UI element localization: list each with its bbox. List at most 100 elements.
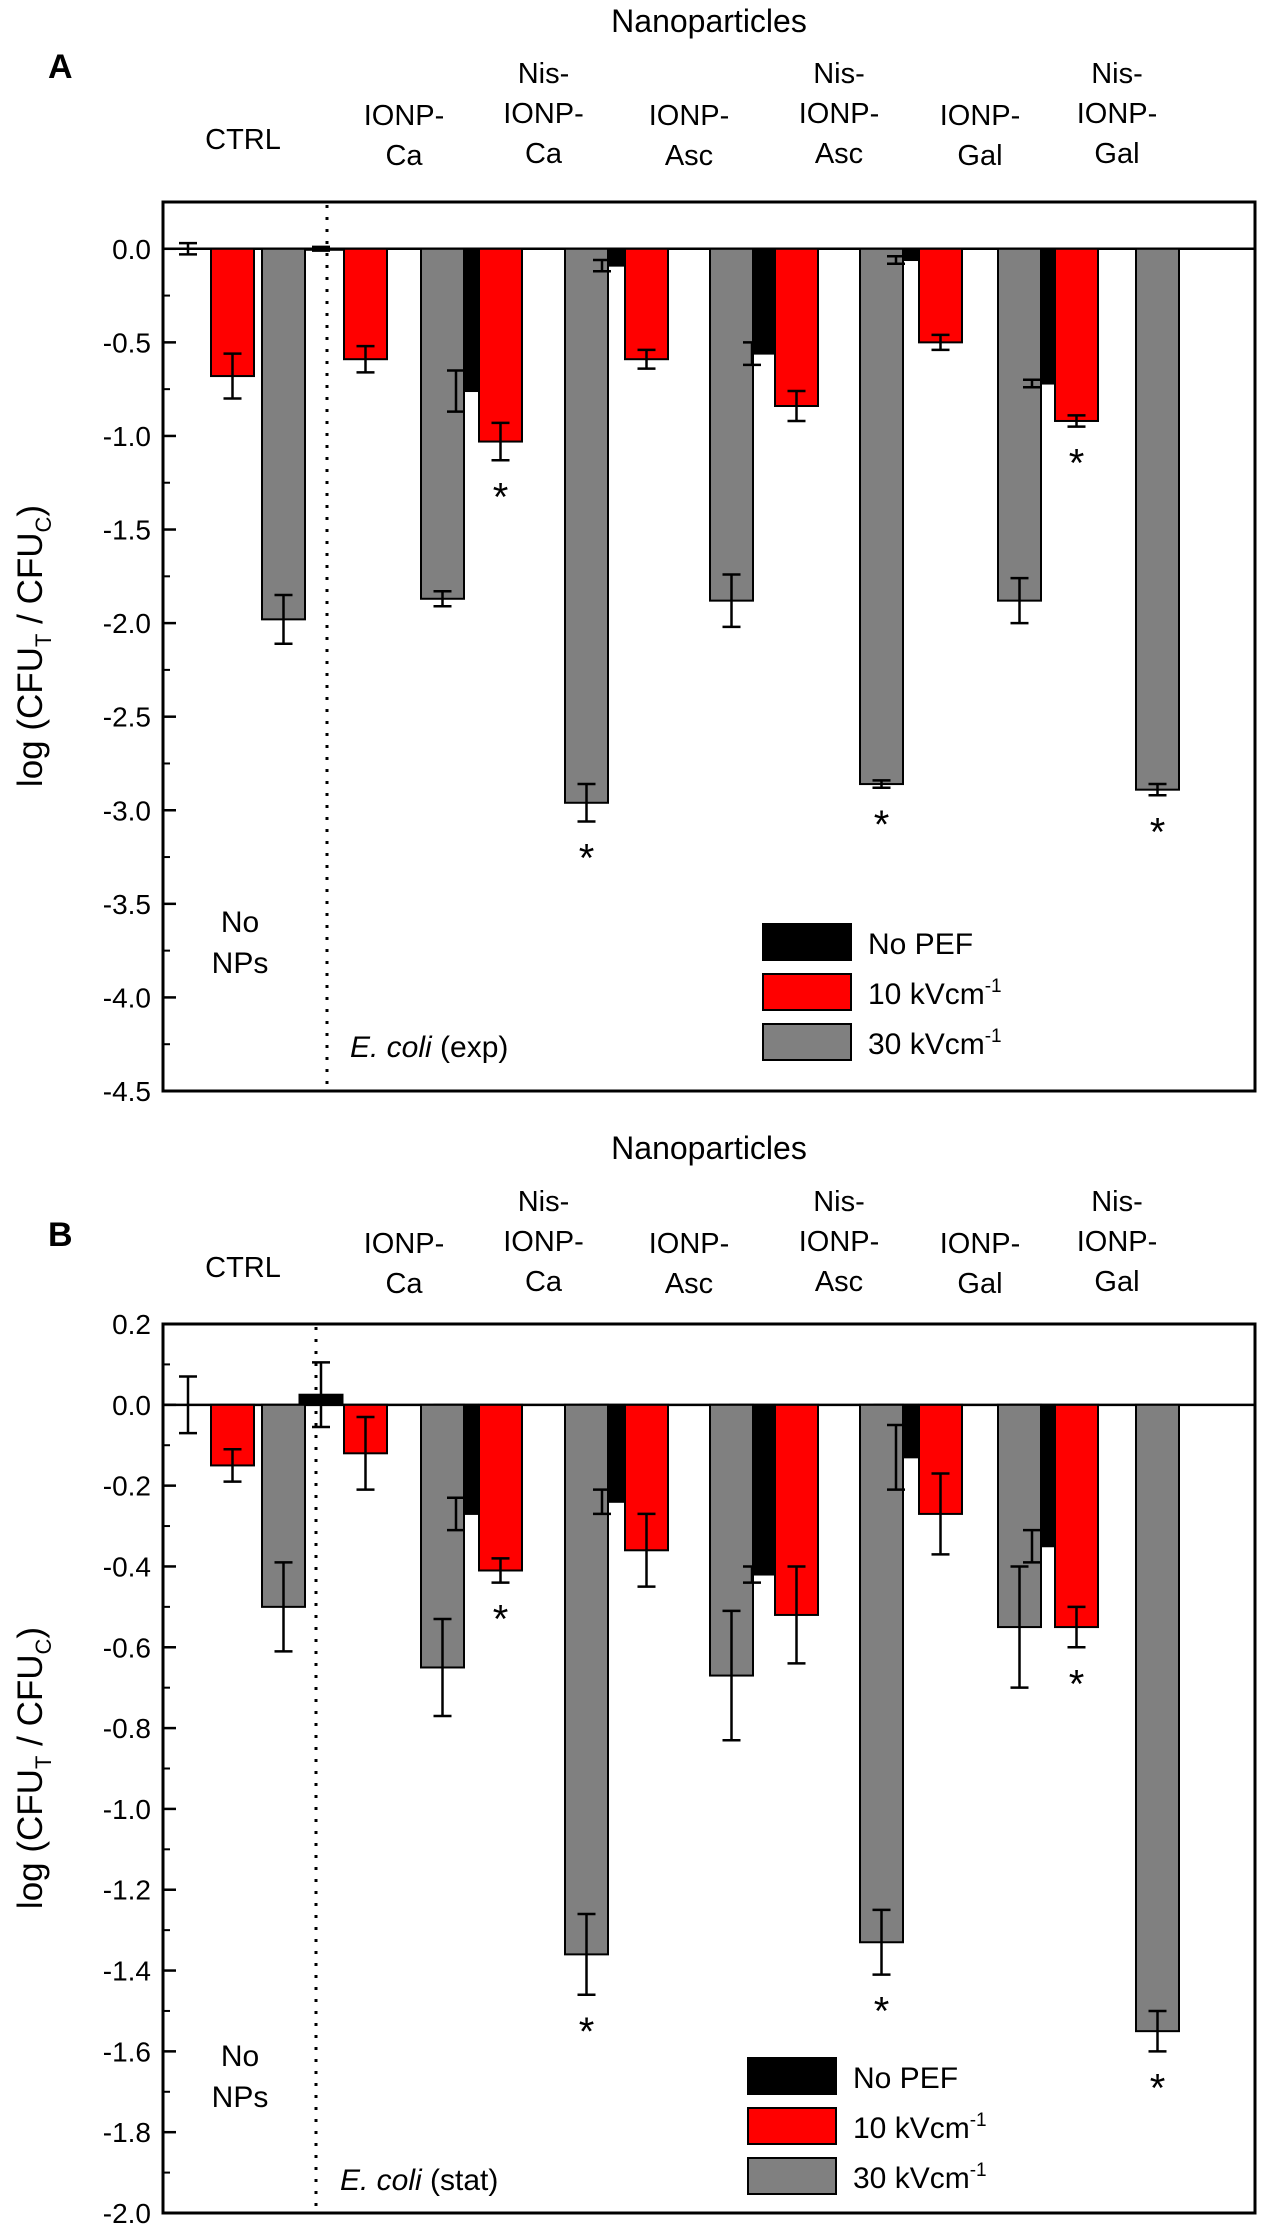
panel-a-bar-10kv	[1054, 247, 1099, 422]
panel-b-ytick-label: -0.2	[103, 1471, 151, 1502]
panel-b-category-label: IONP-	[940, 1228, 1021, 1260]
panel-a-category-label: Gal	[1094, 138, 1139, 170]
panel-a-category-label: Nis-	[1091, 58, 1143, 90]
panel-b-bar-30kv	[1135, 1403, 1180, 2033]
panel-a-ytick-label: 0.0	[112, 234, 151, 265]
legend-swatch-30kv	[747, 2157, 837, 2195]
panel-b-y-axis: 0.2 0.0 -0.2 -0.4 -0.6 -0.8 -1.0 -1.2 -1.4 -1.6 -1…	[103, 1309, 176, 2229]
panel-a-significance-star: *	[579, 836, 595, 880]
panel-a-no-nps-label: No	[221, 906, 259, 939]
panel-b-ytick-label: -0.4	[103, 1551, 151, 1582]
panel-a-significance-star: *	[493, 475, 509, 519]
panel-b-category-label: Ca	[525, 1266, 563, 1298]
panel-b-significance-star: *	[874, 1990, 890, 2034]
panel-a-ytick-label: -3.5	[103, 889, 151, 920]
panel-a-category-label: Ca	[385, 140, 423, 172]
panel-a-ytick-label: -4.5	[103, 1076, 151, 1107]
panel-a-bar-10kv	[343, 247, 388, 361]
panel-a-category-label: IONP-	[799, 98, 880, 130]
panel-a-plot-frame	[161, 200, 1257, 1093]
panel-b: B Nanoparticles CTRL IONP- Ca Nis- IONP- Ca IO…	[11, 1130, 1257, 2229]
panel-a-bar-10kv	[624, 247, 669, 361]
panel-b-category-labels: CTRL IONP- Ca Nis- IONP- Ca IONP- Asc Nis- IONP- A…	[205, 1186, 1157, 1300]
panel-b-category-label: Nis-	[1091, 1186, 1143, 1218]
legend-label-no-pef: No PEF	[868, 928, 973, 961]
panel-b-ytick-label: 0.0	[112, 1390, 151, 1421]
legend-label-10kv: 10 kVcm-1	[853, 2110, 987, 2145]
panel-a-bar-30kv	[997, 247, 1042, 602]
legend-swatch-10kv	[762, 973, 852, 1011]
panel-b-category-label: IONP-	[799, 1226, 880, 1258]
panel-a-category-label: Nis-	[813, 58, 865, 90]
panel-a-category-label: IONP-	[364, 100, 445, 132]
panel-a-category-label: Nis-	[518, 58, 570, 90]
panel-b-significance-marks: * * * * *	[493, 1598, 1166, 2111]
panel-b-category-label: Gal	[957, 1268, 1002, 1300]
panel-a-bar-10kv	[774, 247, 819, 408]
panel-a-category-label: IONP-	[940, 100, 1021, 132]
panel-b-category-label: Ca	[385, 1268, 423, 1300]
panel-b-ytick-label: -0.6	[103, 1632, 151, 1663]
panel-b-bar-10kv	[478, 1403, 523, 1572]
panel-b-significance-star: *	[1150, 2066, 1166, 2110]
panel-a-category-label: Asc	[815, 138, 863, 170]
legend-label-10kv: 10 kVcm-1	[868, 976, 1002, 1011]
panel-a-ytick-label: -1.5	[103, 515, 151, 546]
panel-a-ytick-label: -1.0	[103, 421, 151, 452]
panel-b-significance-star: *	[1069, 1662, 1085, 1706]
legend-label-30kv: 30 kVcm-1	[853, 2160, 987, 2195]
panel-a-ytick-label: -4.0	[103, 982, 151, 1013]
panel-a-bar-30kv	[859, 247, 904, 786]
panel-a-category-label: IONP-	[503, 98, 584, 130]
panel-b-letter: B	[48, 1216, 73, 1254]
panel-a-ytick-label: -2.5	[103, 702, 151, 733]
panel-b-error-bars	[179, 1361, 1167, 2053]
panel-a-ytick-label: -3.0	[103, 795, 151, 826]
panel-b-bars	[210, 1393, 1180, 2033]
panel-a-category-label: Asc	[665, 140, 713, 172]
panel-a-significance-star: *	[1150, 810, 1166, 854]
panel-b-category-label: IONP-	[364, 1228, 445, 1260]
panel-b-strain-label: E. coli (stat)	[340, 2164, 498, 2197]
panel-a-y-axis-label: log (CFUT / CFUC)	[11, 505, 56, 787]
panel-b-category-label: CTRL	[205, 1252, 281, 1284]
panel-b-ytick-label: 0.2	[112, 1309, 151, 1340]
legend-swatch-no-pef	[762, 923, 852, 961]
panel-a-bars	[210, 247, 1180, 804]
panel-b-ytick-label: -1.4	[103, 1956, 151, 1987]
panel-b-no-nps-label-2: NPs	[212, 2081, 269, 2114]
panel-b-y-axis-label: log (CFUT / CFUC)	[11, 1627, 56, 1909]
panel-a-ytick-label: -2.0	[103, 608, 151, 639]
panel-a-error-bars	[179, 241, 1167, 823]
panel-b-no-nps-label: No	[221, 2040, 259, 2073]
panel-a-category-label: CTRL	[205, 124, 281, 156]
legend-swatch-30kv	[762, 1023, 852, 1061]
panel-a-strain-label: E. coli (exp)	[350, 1031, 508, 1064]
panel-a-y-axis: 0.0 -0.5 -1.0 -1.5 -2.0 -2.5 -3.0 -3.5 -4.0 -4.5	[103, 234, 176, 1107]
panel-a-category-label: IONP-	[649, 100, 730, 132]
panel-b-bar-30kv	[859, 1403, 904, 1944]
panel-b-ytick-label: -1.6	[103, 2036, 151, 2067]
panel-b-category-label: Asc	[665, 1268, 713, 1300]
panel-a-bar-10kv	[918, 247, 963, 344]
panel-a-legend: No PEF 10 kVcm-1 30 kVcm-1	[762, 923, 1002, 1061]
panel-b-ytick-label: -2.0	[103, 2198, 151, 2229]
panel-a-category-label: Gal	[957, 140, 1002, 172]
panel-a-significance-star: *	[1069, 442, 1085, 486]
panel-a-bar-30kv	[1135, 247, 1180, 791]
panel-a-category-labels: CTRL IONP- Ca Nis- IONP- Ca IONP- Asc Nis- IONP- A…	[205, 58, 1157, 172]
panel-b-category-label: IONP-	[649, 1228, 730, 1260]
panel-b-bar-30kv	[564, 1403, 609, 1956]
panel-b-category-label: IONP-	[1077, 1226, 1158, 1258]
panel-b-category-label: Nis-	[813, 1186, 865, 1218]
panel-a-category-label: IONP-	[1077, 98, 1158, 130]
panel-b-ytick-label: -1.8	[103, 2117, 151, 2148]
legend-swatch-10kv	[747, 2107, 837, 2145]
panel-a-bar-30kv	[709, 247, 754, 602]
panel-b-ytick-label: -1.0	[103, 1794, 151, 1825]
panel-b-category-label: IONP-	[503, 1226, 584, 1258]
panel-a-category-label: Ca	[525, 138, 563, 170]
panel-b-category-label: Gal	[1094, 1266, 1139, 1298]
panel-b-significance-star: *	[579, 2010, 595, 2054]
